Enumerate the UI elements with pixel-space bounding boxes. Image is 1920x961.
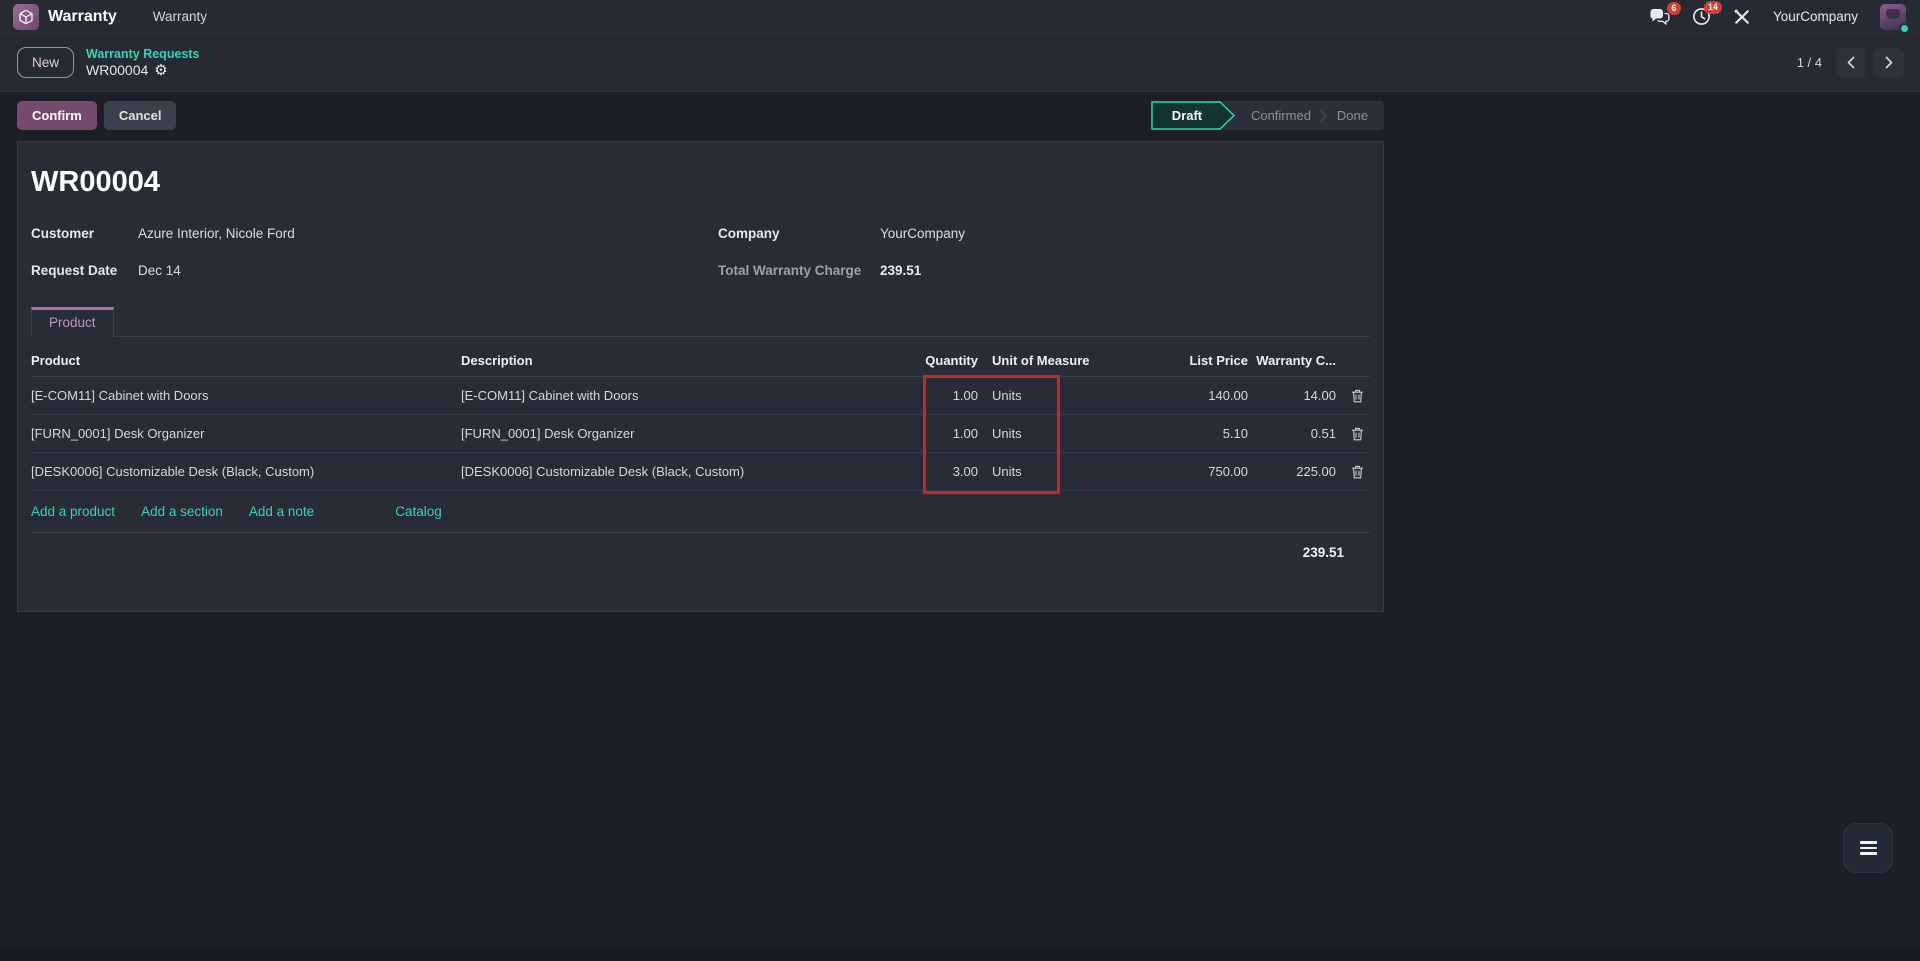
breadcrumb-parent-link[interactable]: Warranty Requests bbox=[86, 47, 200, 61]
control-panel: New Warranty Requests WR00004 ⚙ 1 / 4 bbox=[0, 34, 1920, 92]
clock-icon bbox=[1693, 8, 1710, 25]
record-title: WR00004 bbox=[31, 166, 160, 198]
debug-tools-button[interactable] bbox=[1733, 8, 1751, 26]
activities-badge: 14 bbox=[1703, 1, 1722, 14]
cell-warranty-charge[interactable]: 14.00 bbox=[1303, 388, 1336, 403]
breadcrumb: Warranty Requests WR00004 ⚙ bbox=[86, 47, 199, 78]
cell-list-price[interactable]: 750.00 bbox=[1208, 464, 1248, 479]
delete-row-button[interactable] bbox=[1349, 425, 1366, 443]
add-a-product-link[interactable]: Add a product bbox=[31, 504, 116, 519]
cancel-button[interactable]: Cancel bbox=[103, 101, 177, 130]
add-a-section-link[interactable]: Add a section bbox=[141, 504, 223, 519]
cell-warranty-charge[interactable]: 0.51 bbox=[1310, 426, 1336, 441]
delete-row-button[interactable] bbox=[1349, 387, 1366, 405]
cell-description[interactable]: [FURN_0001] Desk Organizer bbox=[461, 426, 635, 441]
cell-uom[interactable]: Units bbox=[992, 388, 1022, 403]
request-date-value[interactable]: Dec 14 bbox=[138, 262, 181, 278]
top-navbar: Warranty Warranty 6 14 YourCompany bbox=[0, 0, 1920, 34]
chevron-left-icon bbox=[1847, 56, 1855, 69]
table-header-row: Product Description Quantity Unit of Mea… bbox=[31, 344, 1370, 377]
messages-badge: 6 bbox=[1666, 1, 1681, 15]
table-row[interactable]: [FURN_0001] Desk Organizer [FURN_0001] D… bbox=[31, 415, 1370, 453]
cell-list-price[interactable]: 5.10 bbox=[1222, 426, 1248, 441]
company-switcher[interactable]: YourCompany bbox=[1772, 9, 1858, 24]
table-row[interactable]: [E-COM11] Cabinet with Doors [E-COM11] C… bbox=[31, 377, 1370, 415]
app-logo-icon[interactable] bbox=[13, 3, 39, 30]
request-date-label: Request Date bbox=[31, 262, 118, 278]
tools-icon bbox=[1734, 9, 1749, 24]
delete-row-button[interactable] bbox=[1349, 463, 1366, 481]
status-step-draft[interactable]: Draft bbox=[1151, 101, 1236, 130]
cell-quantity[interactable]: 1.00 bbox=[952, 426, 978, 441]
app-name[interactable]: Warranty bbox=[48, 7, 117, 25]
col-header-quantity[interactable]: Quantity bbox=[925, 352, 978, 368]
field-grid: Customer Azure Interior, Nicole Ford Req… bbox=[31, 223, 1370, 280]
cell-product[interactable]: [E-COM11] Cabinet with Doors bbox=[31, 388, 209, 403]
cell-list-price[interactable]: 140.00 bbox=[1208, 388, 1248, 403]
product-lines-table: Product Description Quantity Unit of Mea… bbox=[31, 344, 1370, 571]
status-step-done[interactable]: Done bbox=[1336, 108, 1368, 123]
trash-icon bbox=[1352, 427, 1363, 440]
messages-button[interactable]: 6 bbox=[1649, 1, 1681, 26]
company-label: Company bbox=[718, 225, 780, 241]
status-arrow-shape bbox=[1151, 101, 1236, 130]
cube-icon bbox=[19, 9, 33, 24]
col-header-product[interactable]: Product bbox=[31, 352, 81, 368]
total-warranty-charge-label: Total Warranty Charge bbox=[718, 262, 862, 278]
cell-uom[interactable]: Units bbox=[992, 464, 1022, 479]
company-value[interactable]: YourCompany bbox=[880, 225, 966, 241]
status-step-confirmed[interactable]: Confirmed bbox=[1250, 108, 1311, 123]
cell-product[interactable]: [FURN_0001] Desk Organizer bbox=[31, 426, 205, 441]
form-status-bar: Confirm Cancel Draft Confirmed Done bbox=[17, 101, 1384, 130]
customer-label: Customer bbox=[31, 225, 95, 241]
chevron-right-icon bbox=[1885, 56, 1893, 69]
total-warranty-charge-value: 239.51 bbox=[880, 262, 922, 278]
list-action-links: Add a product Add a section Add a note C… bbox=[31, 491, 1370, 533]
cell-product[interactable]: [DESK0006] Customizable Desk (Black, Cus… bbox=[31, 464, 315, 479]
cell-description[interactable]: [DESK0006] Customizable Desk (Black, Cus… bbox=[461, 464, 745, 479]
table-row[interactable]: [DESK0006] Customizable Desk (Black, Cus… bbox=[31, 453, 1370, 491]
hamburger-icon bbox=[1859, 841, 1877, 844]
activities-button[interactable]: 14 bbox=[1692, 1, 1722, 26]
tab-product[interactable]: Product bbox=[31, 307, 114, 337]
table-total-value: 239.51 bbox=[1302, 544, 1344, 560]
cell-description[interactable]: [E-COM11] Cabinet with Doors bbox=[461, 388, 639, 403]
chat-bubbles-icon bbox=[1650, 8, 1670, 25]
pager-counter[interactable]: 1 / 4 bbox=[1796, 55, 1822, 70]
cell-quantity[interactable]: 3.00 bbox=[952, 464, 978, 479]
breadcrumb-current-record: WR00004 bbox=[86, 62, 149, 78]
catalog-link[interactable]: Catalog bbox=[395, 504, 442, 519]
cell-quantity[interactable]: 1.00 bbox=[952, 388, 978, 403]
table-footer: 239.51 bbox=[31, 533, 1370, 571]
user-avatar[interactable] bbox=[1880, 3, 1910, 34]
chatter-toggle-button[interactable] bbox=[1843, 823, 1893, 873]
confirm-button[interactable]: Confirm bbox=[17, 101, 97, 130]
col-header-description[interactable]: Description bbox=[461, 352, 533, 368]
col-header-list-price[interactable]: List Price bbox=[1189, 352, 1248, 368]
form-sheet: WR00004 Customer Azure Interior, Nicole … bbox=[17, 141, 1384, 612]
cell-uom[interactable]: Units bbox=[992, 426, 1022, 441]
trash-icon bbox=[1352, 389, 1363, 402]
footer-band bbox=[0, 948, 1920, 961]
pager-previous-button[interactable] bbox=[1836, 47, 1866, 78]
trash-icon bbox=[1352, 465, 1363, 478]
cell-warranty-charge[interactable]: 225.00 bbox=[1296, 464, 1336, 479]
statusbar: Draft Confirmed Done bbox=[1150, 101, 1384, 130]
add-a-note-link[interactable]: Add a note bbox=[248, 504, 315, 519]
col-header-uom[interactable]: Unit of Measure bbox=[992, 352, 1090, 368]
customer-value[interactable]: Azure Interior, Nicole Ford bbox=[138, 225, 295, 241]
gear-icon[interactable]: ⚙ bbox=[154, 61, 168, 79]
systray: 6 14 YourCompany bbox=[1649, 1, 1910, 34]
new-button[interactable]: New bbox=[17, 47, 75, 78]
notebook-tabs: Product bbox=[31, 307, 1370, 337]
menu-warranty[interactable]: Warranty bbox=[152, 9, 208, 24]
online-status-dot bbox=[1899, 22, 1910, 34]
pager-next-button[interactable] bbox=[1874, 47, 1904, 78]
col-header-warranty-charge[interactable]: Warranty C... bbox=[1256, 352, 1336, 368]
